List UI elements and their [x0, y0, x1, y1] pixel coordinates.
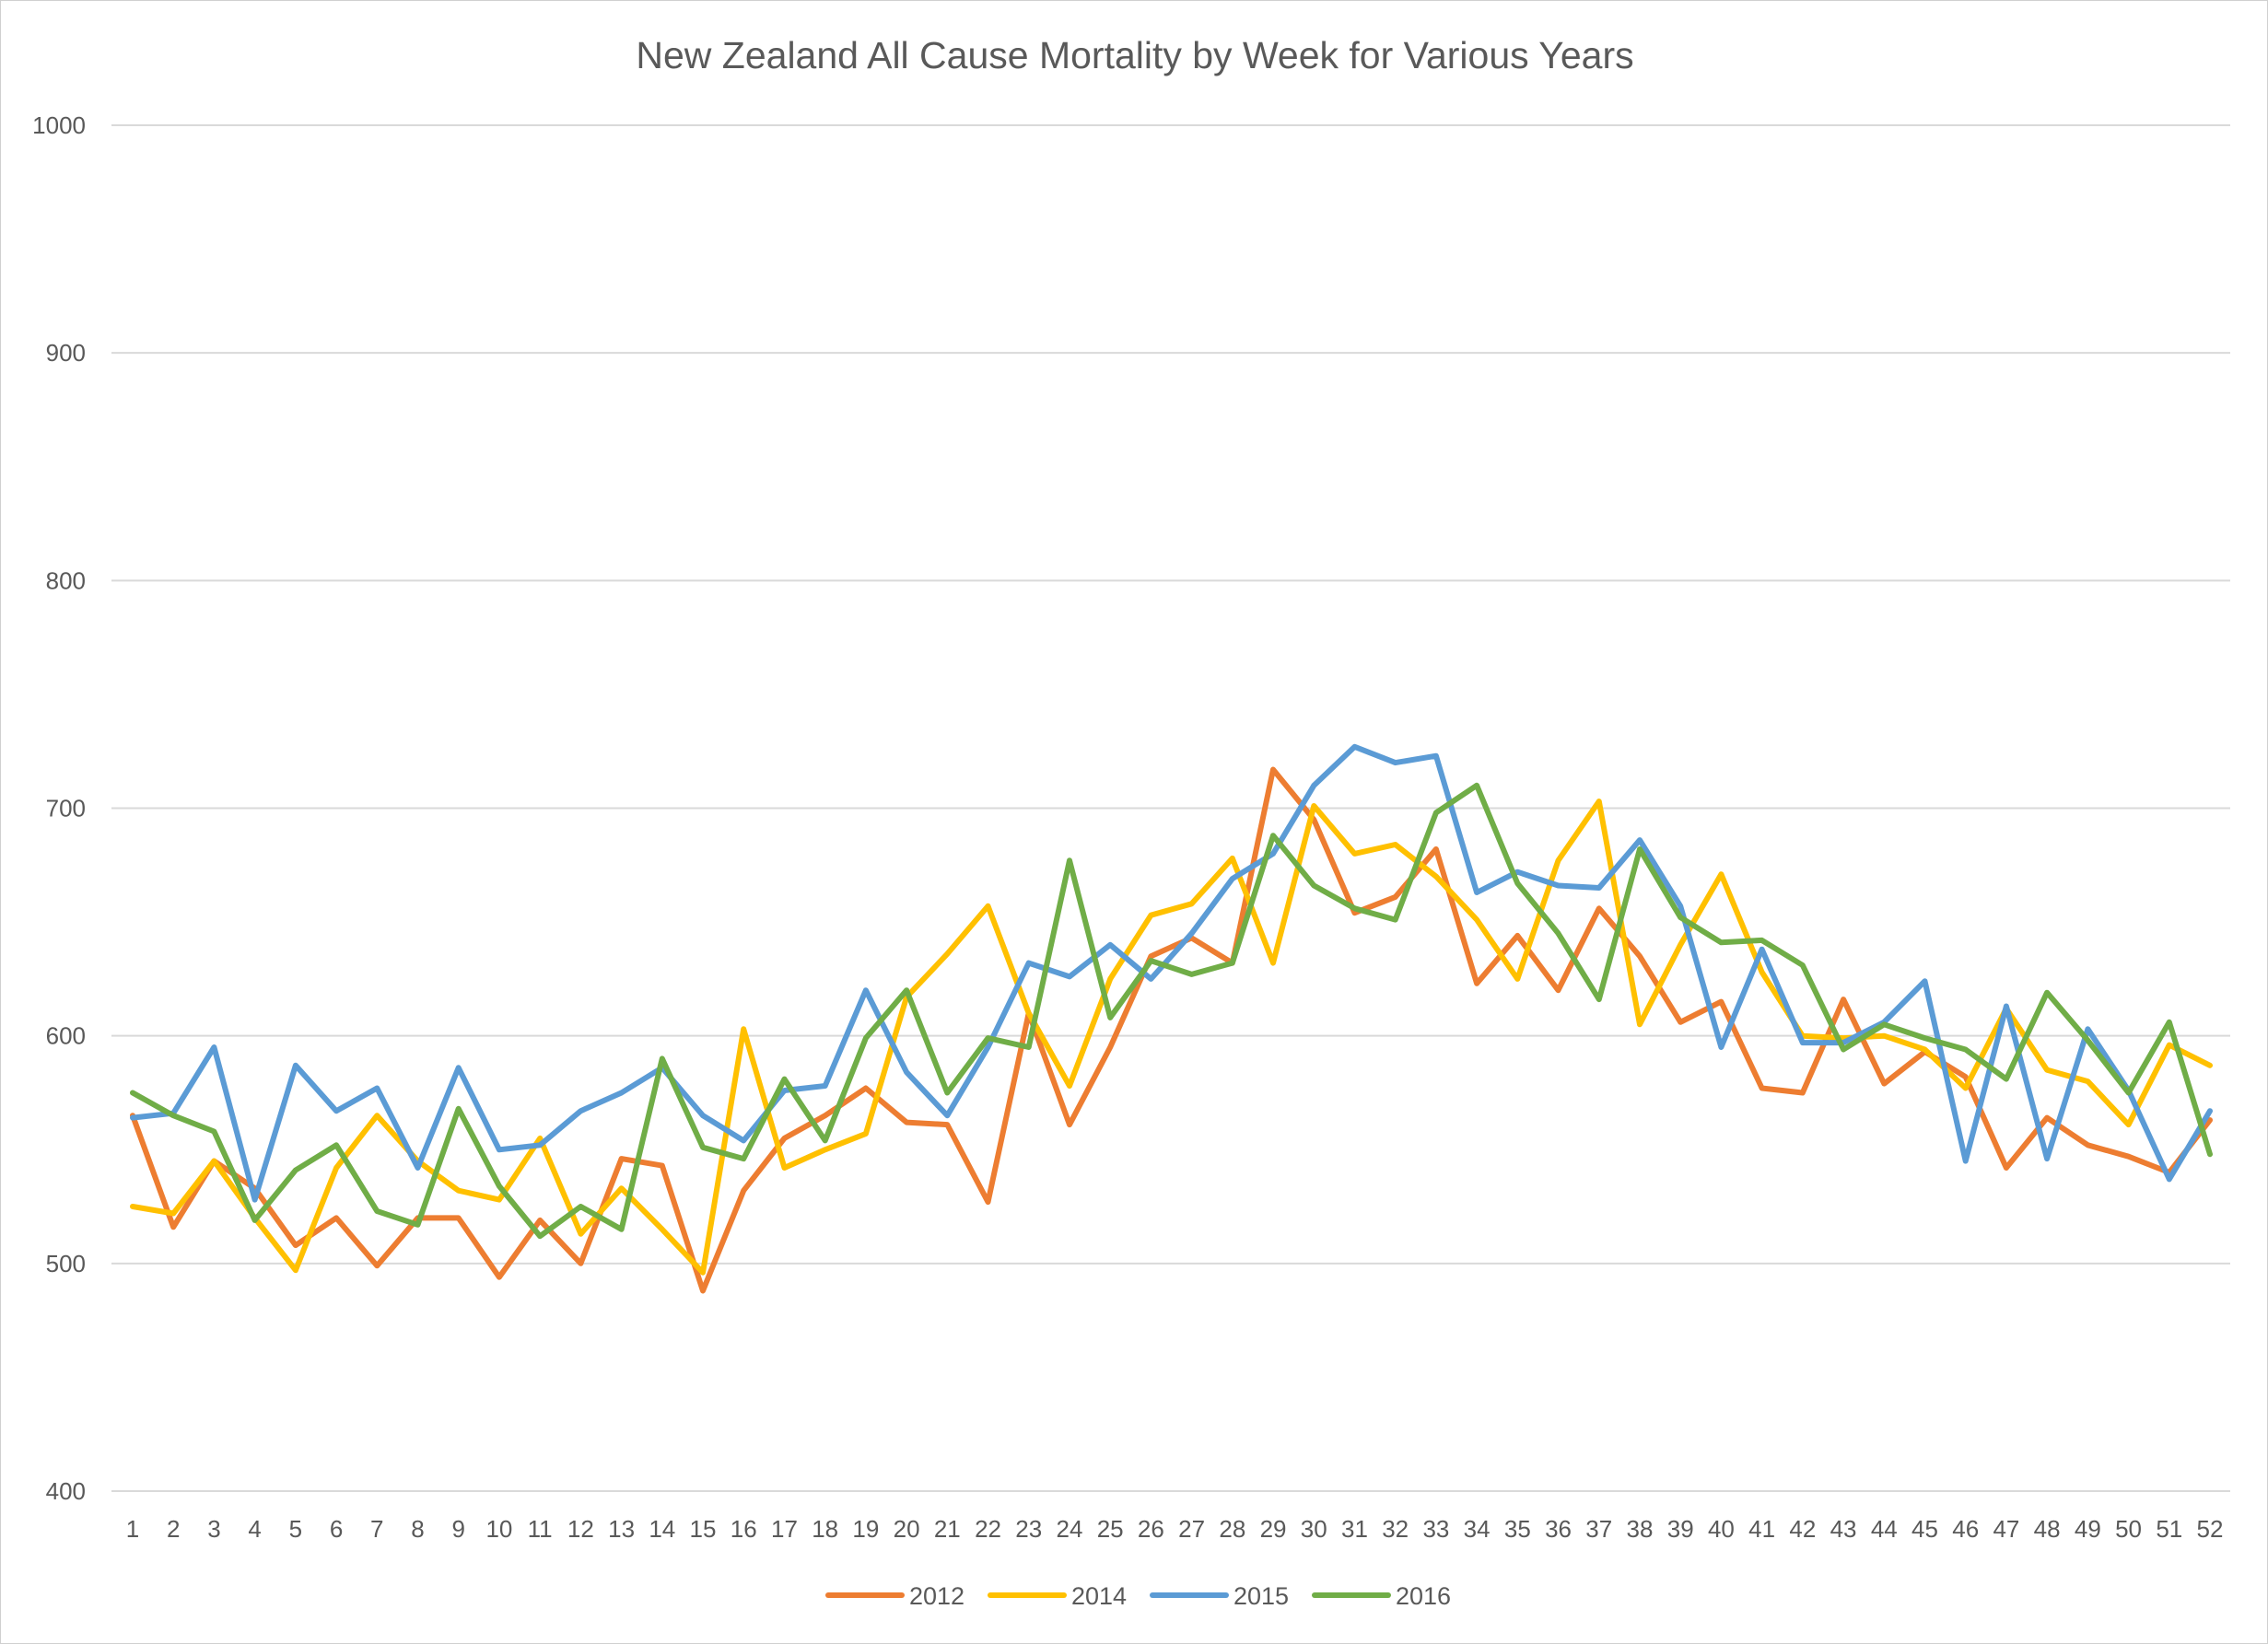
x-tick-label: 30 [1301, 1515, 1327, 1543]
x-tick-label: 2 [167, 1515, 180, 1543]
x-tick-label: 45 [1911, 1515, 1938, 1543]
legend-label-2015: 2015 [1233, 1582, 1289, 1610]
y-tick-label: 900 [46, 339, 86, 367]
legend-label-2012: 2012 [909, 1582, 964, 1610]
x-tick-label: 44 [1871, 1515, 1898, 1543]
x-tick-label: 27 [1178, 1515, 1205, 1543]
y-tick-label: 500 [46, 1250, 86, 1277]
x-tick-label: 35 [1504, 1515, 1531, 1543]
x-tick-label: 43 [1830, 1515, 1857, 1543]
x-tick-label: 25 [1097, 1515, 1124, 1543]
x-tick-label: 14 [649, 1515, 675, 1543]
x-tick-label: 40 [1708, 1515, 1735, 1543]
x-tick-label: 48 [2034, 1515, 2061, 1543]
x-tick-label: 26 [1138, 1515, 1164, 1543]
gridlines [111, 124, 2230, 1492]
x-tick-label: 21 [934, 1515, 961, 1543]
x-axis-ticks: 1 2 3 4 5 6 7 8 9 10 11 12 13 14 15 16 17 18 19 20 21 22 23 24 2… [126, 1515, 2224, 1543]
x-tick-label: 18 [812, 1515, 838, 1543]
x-tick-label: 11 [528, 1515, 553, 1543]
x-tick-label: 12 [567, 1515, 594, 1543]
x-tick-label: 6 [330, 1515, 343, 1543]
x-tick-label: 32 [1382, 1515, 1409, 1543]
x-tick-label: 22 [975, 1515, 1001, 1543]
x-tick-label: 36 [1545, 1515, 1572, 1543]
legend-label-2016: 2016 [1396, 1582, 1451, 1610]
x-tick-label: 17 [771, 1515, 798, 1543]
x-tick-label: 46 [1952, 1515, 1979, 1543]
x-tick-label: 42 [1789, 1515, 1816, 1543]
x-tick-label: 13 [608, 1515, 635, 1543]
y-tick-label: 700 [46, 795, 86, 822]
x-tick-label: 38 [1627, 1515, 1654, 1543]
series-line-2016 [130, 782, 2213, 1240]
x-tick-label: 10 [485, 1515, 512, 1543]
series-line-2014 [130, 799, 2213, 1276]
x-tick-label: 1 [126, 1515, 139, 1543]
y-axis-ticks: 400 500 600 700 800 900 1000 [32, 111, 86, 1505]
y-tick-label: 1000 [32, 111, 86, 139]
x-tick-label: 20 [894, 1515, 920, 1543]
x-tick-label: 5 [289, 1515, 302, 1543]
x-tick-label: 16 [731, 1515, 757, 1543]
x-tick-label: 52 [2197, 1515, 2224, 1543]
series-line-2015 [130, 743, 2213, 1203]
series-lines [130, 743, 2213, 1294]
series-line-2012 [130, 766, 2213, 1294]
x-tick-label: 41 [1748, 1515, 1775, 1543]
x-tick-label: 39 [1667, 1515, 1694, 1543]
y-tick-label: 600 [46, 1022, 86, 1050]
x-tick-label: 23 [1015, 1515, 1042, 1543]
x-tick-label: 15 [690, 1515, 717, 1543]
x-tick-label: 51 [2156, 1515, 2182, 1543]
y-tick-label: 800 [46, 566, 86, 594]
x-tick-label: 9 [451, 1515, 464, 1543]
x-tick-label: 50 [2115, 1515, 2142, 1543]
x-tick-label: 31 [1341, 1515, 1368, 1543]
x-tick-label: 33 [1422, 1515, 1449, 1543]
x-tick-label: 4 [248, 1515, 261, 1543]
x-tick-label: 19 [852, 1515, 879, 1543]
x-tick-label: 28 [1219, 1515, 1245, 1543]
x-tick-label: 24 [1056, 1515, 1082, 1543]
x-tick-label: 8 [411, 1515, 424, 1543]
x-tick-label: 34 [1464, 1515, 1491, 1543]
x-tick-label: 29 [1260, 1515, 1287, 1543]
x-tick-label: 49 [2075, 1515, 2101, 1543]
x-tick-label: 37 [1585, 1515, 1612, 1543]
y-tick-label: 400 [46, 1477, 86, 1505]
x-tick-label: 47 [1993, 1515, 2019, 1543]
legend: 2012 2014 2015 2016 [825, 1582, 1451, 1610]
legend-label-2014: 2014 [1071, 1582, 1127, 1610]
chart-title: New Zealand All Cause Mortality by Week … [636, 34, 1634, 76]
x-tick-label: 7 [370, 1515, 383, 1543]
x-tick-label: 3 [207, 1515, 220, 1543]
